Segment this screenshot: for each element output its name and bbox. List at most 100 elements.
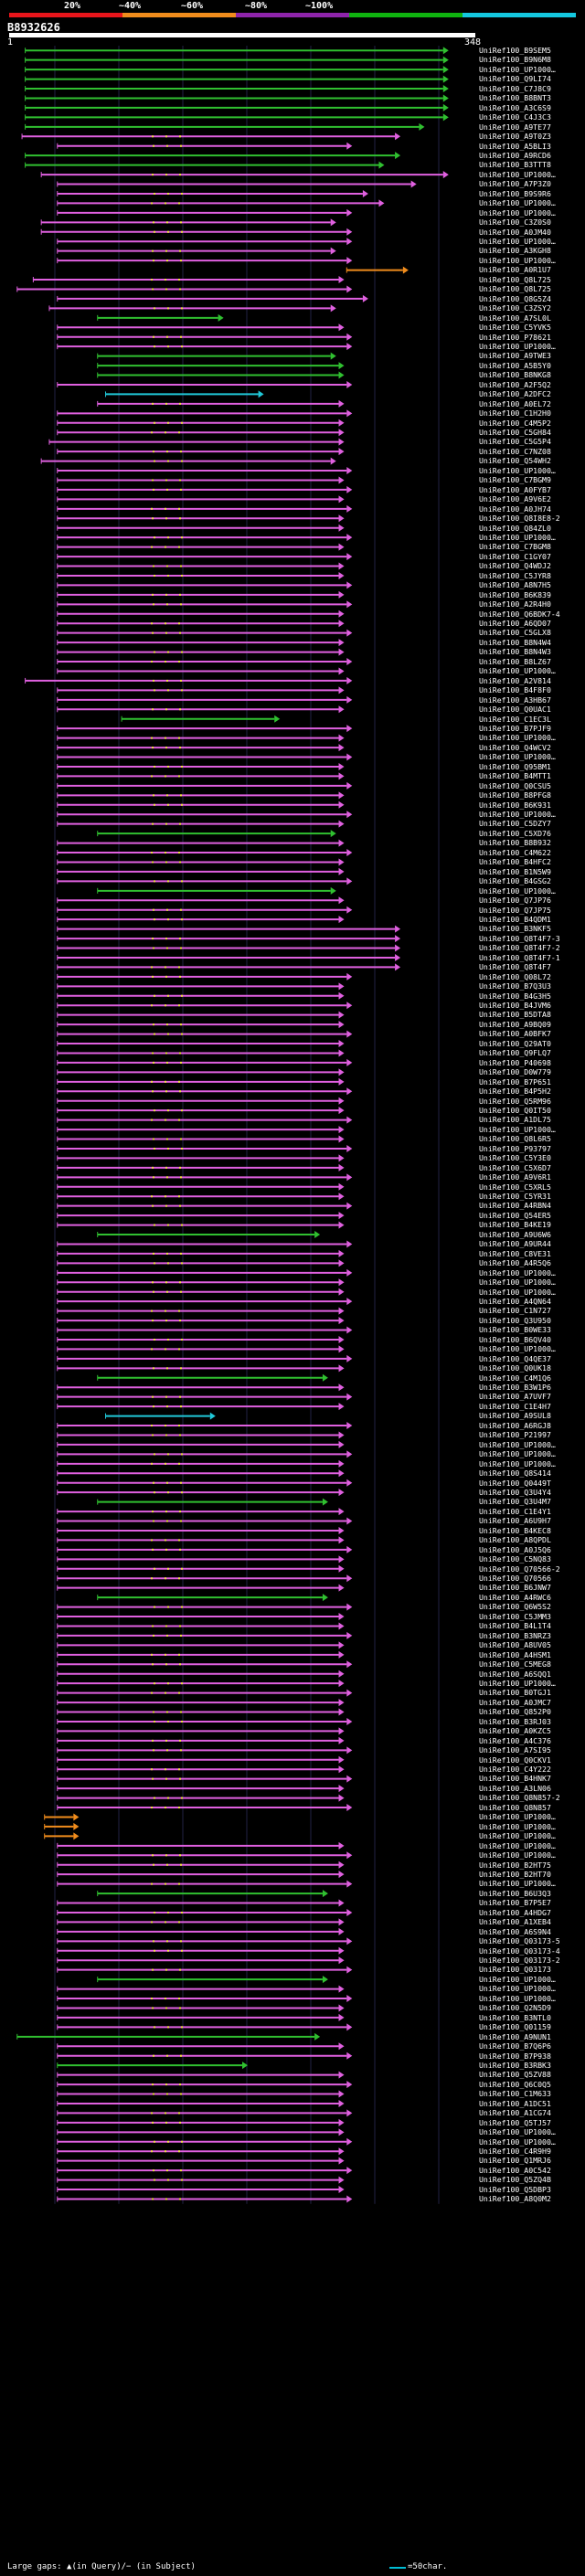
hit-label-link[interactable]: UniRef100_Q3U4M7 <box>479 1497 551 1507</box>
hit-label-link[interactable]: UniRef100_Q54WH2 <box>479 456 551 466</box>
hit-label-link[interactable]: UniRef100_B6QV40 <box>479 1334 551 1344</box>
hit-label-link[interactable]: UniRef100_Q8T4F7 <box>479 962 551 972</box>
hit-label-link[interactable]: UniRef100_B4F8F0 <box>479 685 551 695</box>
hit-label-link[interactable]: UniRef100_C8VE31 <box>479 1248 551 1258</box>
hit-label-link[interactable]: UniRef100_C7J8C9 <box>479 83 551 93</box>
hit-label-link[interactable]: UniRef100_A3HB67 <box>479 694 551 705</box>
hit-label-link[interactable]: UniRef100_B9SEM5 <box>479 46 551 55</box>
hit-label-link[interactable]: UniRef100_Q4WCV2 <box>479 742 551 752</box>
hit-label-link[interactable]: UniRef100_C1E4H7 <box>479 1401 551 1411</box>
hit-label-link[interactable]: UniRef100_Q8L725 <box>479 284 551 294</box>
hit-label-link[interactable]: UniRef100_Q0CKV1 <box>479 1754 551 1765</box>
hit-label-link[interactable]: UniRef100_B9S9R6 <box>479 188 551 198</box>
hit-label-link[interactable]: UniRef100_UP1000… <box>479 733 556 743</box>
hit-label-link[interactable]: UniRef100_A9NUN1 <box>479 2031 551 2041</box>
hit-label-link[interactable]: UniRef100_A9V6R1 <box>479 1172 551 1182</box>
hit-label-link[interactable]: UniRef100_A8Q0M2 <box>479 2194 551 2204</box>
hit-label-link[interactable]: UniRef100_B4QDM1 <box>479 914 551 924</box>
hit-label-link[interactable]: UniRef100_Q5RM96 <box>479 1096 551 1106</box>
hit-label-link[interactable]: UniRef100_A0JH74 <box>479 504 551 514</box>
hit-label-link[interactable]: UniRef100_B4L1T4 <box>479 1621 551 1631</box>
hit-label-link[interactable]: UniRef100_UP1000… <box>479 1439 556 1449</box>
hit-label-link[interactable]: UniRef100_A7SI95 <box>479 1745 551 1755</box>
hit-label-link[interactable]: UniRef100_Q8L725 <box>479 274 551 284</box>
hit-label-link[interactable]: UniRef100_Q8L6R5 <box>479 1134 551 1144</box>
hit-label-link[interactable]: UniRef100_Q5DBP3 <box>479 2184 551 2194</box>
hit-label-link[interactable]: UniRef100_UP1000… <box>479 1984 556 1994</box>
hit-label-link[interactable]: UniRef100_B8PFG8 <box>479 790 551 800</box>
hit-label-link[interactable]: UniRef100_UP1000… <box>479 752 556 762</box>
hit-label-link[interactable]: UniRef100_A9UR44 <box>479 1239 551 1249</box>
hit-label-link[interactable]: UniRef100_UP1000… <box>479 237 556 246</box>
hit-label-link[interactable]: UniRef100_B8NKG8 <box>479 370 551 380</box>
hit-label-link[interactable]: UniRef100_Q95BM1 <box>479 761 551 771</box>
hit-label-link[interactable]: UniRef100_C7BGM9 <box>479 475 551 485</box>
hit-label-link[interactable]: UniRef100_P21997 <box>479 1430 551 1440</box>
hit-label-link[interactable]: UniRef100_B7PJF9 <box>479 723 551 733</box>
hit-label-link[interactable]: UniRef100_C5G5P4 <box>479 437 551 447</box>
hit-label-link[interactable]: UniRef100_C4R9H9 <box>479 2147 551 2156</box>
hit-label-link[interactable]: UniRef100_C5MEG8 <box>479 1659 551 1670</box>
hit-label-link[interactable]: UniRef100_UP1000… <box>479 255 556 265</box>
hit-label-link[interactable]: UniRef100_A7P3Z0 <box>479 179 551 189</box>
hit-label-link[interactable]: UniRef100_C4M5P2 <box>479 418 551 428</box>
hit-label-link[interactable]: UniRef100_UP1000… <box>479 1821 556 1831</box>
hit-label-link[interactable]: UniRef100_A6SQQ1 <box>479 1669 551 1679</box>
hit-label-link[interactable]: UniRef100_UP1000… <box>479 1812 556 1822</box>
hit-label-link[interactable]: UniRef100_P40698 <box>479 1057 551 1067</box>
hit-label-link[interactable]: UniRef100_UP1000… <box>479 1831 556 1841</box>
hit-label-link[interactable]: UniRef100_C5YR31 <box>479 1192 551 1201</box>
hit-label-link[interactable]: UniRef100_Q5TJ57 <box>479 2117 551 2127</box>
hit-label-link[interactable]: UniRef100_Q3U950 <box>479 1315 551 1325</box>
hit-label-link[interactable]: UniRef100_UP1000… <box>479 341 556 351</box>
hit-label-link[interactable]: UniRef100_UP1000… <box>479 1287 556 1297</box>
hit-label-link[interactable]: UniRef100_A9TE77 <box>479 122 551 132</box>
hit-label-link[interactable]: UniRef100_C7BGM8 <box>479 542 551 552</box>
hit-label-link[interactable]: UniRef100_Q8I8E8-2 <box>479 514 560 524</box>
hit-label-link[interactable]: UniRef100_UP1000… <box>479 532 556 542</box>
hit-label-link[interactable]: UniRef100_A0JM40 <box>479 227 551 237</box>
hit-label-link[interactable]: UniRef100_Q4QE37 <box>479 1353 551 1363</box>
hit-label-link[interactable]: UniRef100_Q8T4F7-2 <box>479 943 560 953</box>
hit-label-link[interactable]: UniRef100_UP1000… <box>479 207 556 217</box>
hit-label-link[interactable]: UniRef100_B3NRZ3 <box>479 1630 551 1640</box>
hit-label-link[interactable]: UniRef100_UP1000… <box>479 465 556 475</box>
hit-label-link[interactable]: UniRef100_C5DZY7 <box>479 819 551 829</box>
hit-label-link[interactable]: UniRef100_B8BNT3 <box>479 93 551 103</box>
hit-label-link[interactable]: UniRef100_UP1000… <box>479 1840 556 1850</box>
hit-label-link[interactable]: UniRef100_Q3U4Y4 <box>479 1487 551 1497</box>
hit-label-link[interactable]: UniRef100_C1GY07 <box>479 551 551 561</box>
hit-label-link[interactable]: UniRef100_A9T0Z3 <box>479 132 551 142</box>
hit-label-link[interactable]: UniRef100_UP1000… <box>479 1879 556 1889</box>
hit-label-link[interactable]: UniRef100_B3NTL0 <box>479 2012 551 2022</box>
hit-label-link[interactable]: UniRef100_P78621 <box>479 332 551 342</box>
hit-label-link[interactable]: UniRef100_UP1000… <box>479 1678 556 1688</box>
hit-label-link[interactable]: UniRef100_Q7JP75 <box>479 905 551 915</box>
hit-label-link[interactable]: UniRef100_Q8N857-2 <box>479 1793 560 1803</box>
hit-label-link[interactable]: UniRef100_Q0UAC1 <box>479 705 551 715</box>
hit-label-link[interactable]: UniRef100_Q4WDJ2 <box>479 561 551 571</box>
hit-label-link[interactable]: UniRef100_UP1000… <box>479 1344 556 1354</box>
hit-label-link[interactable]: UniRef100_UP1000… <box>479 198 556 208</box>
hit-label-link[interactable]: UniRef100_A9V6E2 <box>479 494 551 504</box>
hit-label-link[interactable]: UniRef100_UP1000… <box>479 1124 556 1134</box>
hit-label-link[interactable]: UniRef100_B4MTT1 <box>479 771 551 781</box>
hit-label-link[interactable]: UniRef100_B0WE33 <box>479 1325 551 1335</box>
hit-label-link[interactable]: UniRef100_UP1000… <box>479 1850 556 1860</box>
hit-label-link[interactable]: UniRef100_UP1000… <box>479 2127 556 2137</box>
hit-label-link[interactable]: UniRef100_A1CG74 <box>479 2108 551 2118</box>
hit-label-link[interactable]: UniRef100_C5X6D7 <box>479 1162 551 1172</box>
hit-label-link[interactable]: UniRef100_Q8N857 <box>479 1802 551 1812</box>
hit-label-link[interactable]: UniRef100_C5NQ83 <box>479 1554 551 1564</box>
hit-label-link[interactable]: UniRef100_C4M1Q6 <box>479 1373 551 1383</box>
hit-label-link[interactable]: UniRef100_B7P5E7 <box>479 1898 551 1908</box>
hit-label-link[interactable]: UniRef100_Q6W5S2 <box>479 1602 551 1612</box>
hit-label-link[interactable]: UniRef100_Q03173 <box>479 1965 551 1975</box>
hit-label-link[interactable]: UniRef100_C5YVK5 <box>479 323 551 333</box>
hit-label-link[interactable]: UniRef100_A9BQ09 <box>479 1019 551 1029</box>
hit-label-link[interactable]: UniRef100_B8B932 <box>479 838 551 848</box>
hit-label-link[interactable]: UniRef100_C4M622 <box>479 847 551 857</box>
hit-label-link[interactable]: UniRef100_B8LZ67 <box>479 656 551 666</box>
hit-label-link[interactable]: UniRef100_B3NKF5 <box>479 924 551 934</box>
hit-label-link[interactable]: UniRef100_B3W1P6 <box>479 1383 551 1392</box>
